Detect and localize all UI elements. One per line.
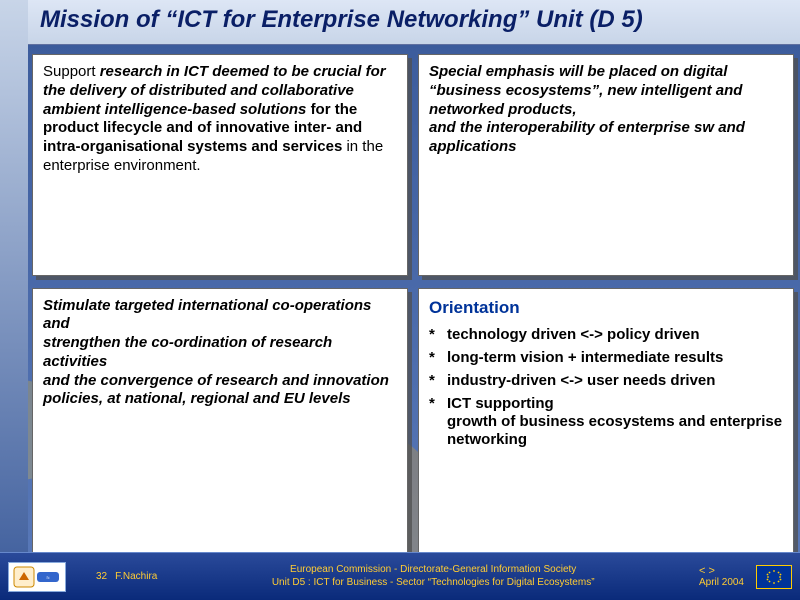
logo-graphic-icon: ≈ [13,566,61,588]
orientation-item-text: long-term vision + intermediate results [447,349,723,367]
footer-line2: Unit D5 : ICT for Business - Sector “Tec… [167,577,699,590]
orientation-list: *technology driven <-> policy driven*lon… [429,326,783,449]
footer-bar: ≈ 32 F.Nachira European Commission - Dir… [0,552,800,600]
bullet-star: * [429,395,447,449]
nav-arrows[interactable]: < > [699,565,744,577]
footer-line1: European Commission - Directorate-Genera… [167,564,699,577]
content-area: Support research in ICT deemed to be cru… [32,54,794,554]
info-society-logo: ≈ [8,562,66,592]
eu-flag-icon [756,565,792,589]
mission-box-1: Support research in ICT deemed to be cru… [32,54,408,276]
orientation-item: *technology driven <-> policy driven [429,326,783,344]
orientation-item: *industry-driven <-> user needs driven [429,372,783,390]
bullet-star: * [429,326,447,344]
bullet-star: * [429,349,447,367]
orientation-item-text: technology driven <-> policy driven [447,326,700,344]
orientation-heading: Orientation [429,297,783,318]
slide-title: Mission of “ICT for Enterprise Networkin… [0,0,800,45]
orientation-item: *long-term vision + intermediate results [429,349,783,367]
orientation-box: Orientation *technology driven <-> polic… [418,288,794,554]
footer-center: European Commission - Directorate-Genera… [167,564,699,589]
orientation-item-text: ICT supportinggrowth of business ecosyst… [447,395,783,449]
bullet-star: * [429,372,447,390]
orientation-item: *ICT supportinggrowth of business ecosys… [429,395,783,449]
footer-date: April 2004 [699,577,744,588]
page-number: 32 [96,571,107,582]
footer-author: F.Nachira [115,571,157,582]
left-decorative-bar [0,0,28,600]
footer-right: < > April 2004 [699,565,792,589]
mission-box-2: Special emphasis will be placed on digit… [418,54,794,276]
mission-box-3: Stimulate targeted international co-oper… [32,288,408,554]
orientation-item-text: industry-driven <-> user needs driven [447,372,715,390]
